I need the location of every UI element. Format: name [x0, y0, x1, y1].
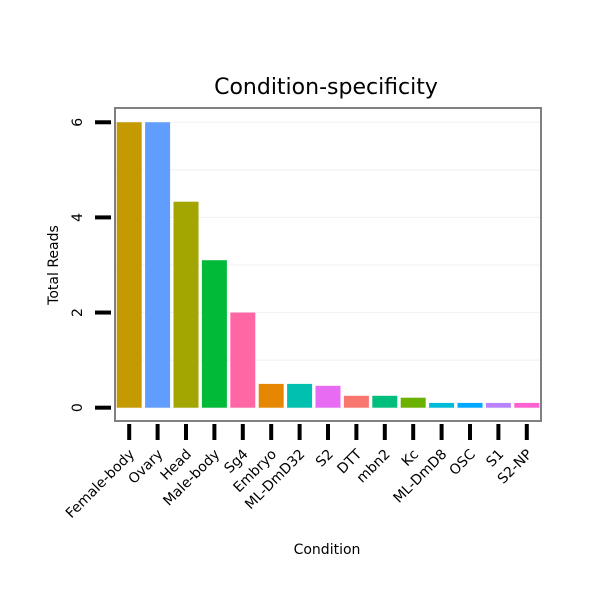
bar-ml-dmd32	[287, 383, 313, 408]
x-tick-label: S2	[313, 447, 337, 471]
bar-ovary	[145, 122, 171, 408]
bar-embryo	[258, 383, 284, 408]
bar-male-body	[201, 260, 227, 408]
bar-ml-dmd8	[429, 402, 455, 408]
bar-dtt	[343, 395, 369, 408]
x-axis-label: Condition	[294, 542, 361, 558]
x-tick-label: Female-body	[63, 447, 138, 522]
bar-s2	[315, 385, 341, 408]
chart-title: Condition-specificity	[214, 75, 438, 100]
x-tick-label: OSC	[447, 446, 479, 478]
bar-sg4	[230, 312, 256, 408]
bars	[116, 122, 540, 408]
x-tick-label: ML-DmD8	[390, 447, 450, 507]
y-tick-label: 2	[70, 308, 86, 317]
bar-osc	[457, 402, 483, 408]
y-axis: 0 2 4 6	[70, 118, 111, 412]
bar-head	[173, 201, 199, 408]
plot-border	[114, 107, 542, 422]
bar-s1	[485, 402, 511, 408]
y-tick-label: 4	[70, 213, 86, 222]
bar-kc	[400, 397, 426, 408]
y-tick-label: 6	[70, 118, 86, 127]
bar-female-body	[116, 122, 142, 408]
y-axis-label: Total Reads	[46, 225, 62, 306]
bar-mbn2	[372, 395, 398, 408]
y-tick-label: 0	[70, 403, 86, 412]
bar-s2-np	[514, 402, 540, 408]
x-axis: Female-bodyOvaryHeadMale-bodySg4EmbryoML…	[63, 424, 536, 522]
